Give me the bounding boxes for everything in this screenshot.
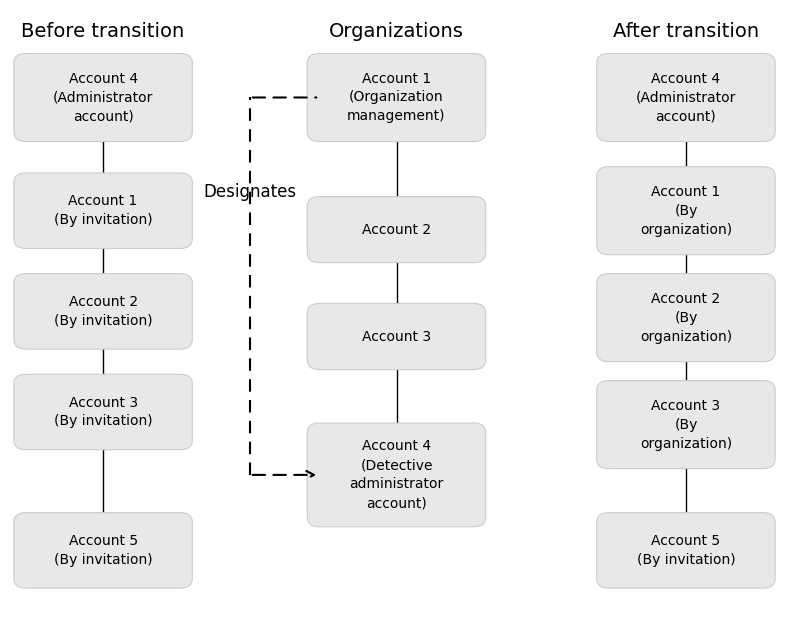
FancyBboxPatch shape <box>596 53 775 142</box>
Text: Before transition: Before transition <box>21 22 185 41</box>
Text: Account 4
(Detective
administrator
account): Account 4 (Detective administrator accou… <box>350 440 443 510</box>
Text: Account 3
(By
organization): Account 3 (By organization) <box>640 399 732 450</box>
Text: Account 4
(Administrator
account): Account 4 (Administrator account) <box>636 72 736 123</box>
Text: Account 1
(By invitation): Account 1 (By invitation) <box>54 194 152 227</box>
FancyBboxPatch shape <box>14 274 192 349</box>
Text: Account 5
(By invitation): Account 5 (By invitation) <box>54 534 152 567</box>
Text: Designates: Designates <box>203 183 297 201</box>
FancyBboxPatch shape <box>307 196 485 263</box>
FancyBboxPatch shape <box>14 374 192 450</box>
FancyBboxPatch shape <box>596 167 775 255</box>
FancyBboxPatch shape <box>596 381 775 469</box>
FancyBboxPatch shape <box>596 274 775 362</box>
FancyBboxPatch shape <box>307 423 485 527</box>
FancyBboxPatch shape <box>14 173 192 248</box>
FancyBboxPatch shape <box>14 53 192 142</box>
Text: Account 3
(By invitation): Account 3 (By invitation) <box>54 396 152 428</box>
FancyBboxPatch shape <box>307 303 485 369</box>
Text: Account 4
(Administrator
account): Account 4 (Administrator account) <box>53 72 153 123</box>
Text: After transition: After transition <box>613 22 759 41</box>
FancyBboxPatch shape <box>596 513 775 588</box>
Text: Account 1
(Organization
management): Account 1 (Organization management) <box>347 72 446 123</box>
Text: Account 2: Account 2 <box>362 223 431 237</box>
Text: Account 3: Account 3 <box>362 330 431 343</box>
Text: Account 2
(By
organization): Account 2 (By organization) <box>640 292 732 343</box>
Text: Account 5
(By invitation): Account 5 (By invitation) <box>637 534 735 567</box>
Text: Account 1
(By
organization): Account 1 (By organization) <box>640 185 732 237</box>
FancyBboxPatch shape <box>307 53 485 142</box>
Text: Organizations: Organizations <box>329 22 464 41</box>
FancyBboxPatch shape <box>14 513 192 588</box>
Text: Account 2
(By invitation): Account 2 (By invitation) <box>54 295 152 328</box>
